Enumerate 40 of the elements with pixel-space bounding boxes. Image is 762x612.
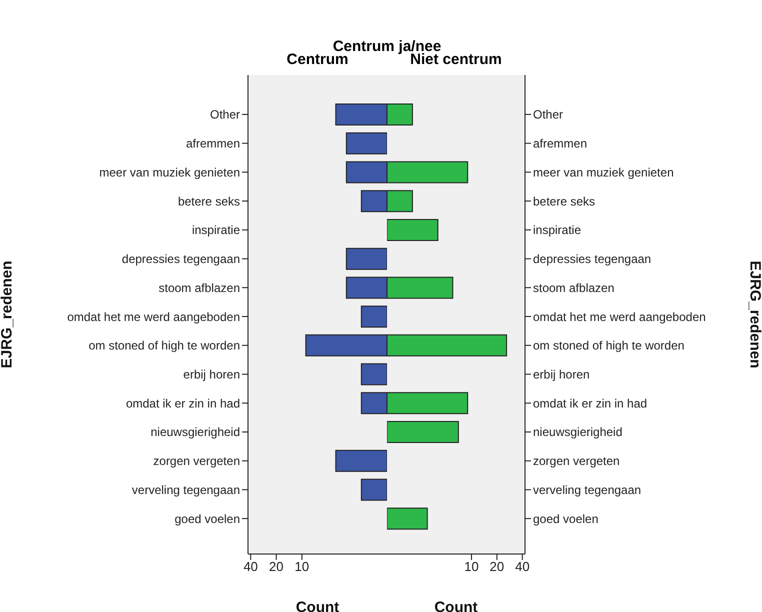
y-tick-label: erbij horen xyxy=(533,367,590,382)
y-tick-label: verveling tegengaan xyxy=(132,482,240,497)
y-tick-label: afremmen xyxy=(533,136,588,151)
y-tick-label: omdat ik er zin in had xyxy=(126,396,240,410)
y-tick-label: om stoned of high te worden xyxy=(533,338,684,353)
y-tick-label: zorgen vergeten xyxy=(153,454,240,468)
y-tick-label: betere seks xyxy=(533,194,596,208)
y-tick-label: om stoned of high te worden xyxy=(88,338,240,353)
y-tick-label: inspiratie xyxy=(533,223,582,238)
y-tick-label: omdat het me werd aangeboden xyxy=(533,310,706,324)
y-tick-label: stoom afblazen xyxy=(158,280,240,295)
y-tick-label: betere seks xyxy=(178,194,240,208)
y-tick-label: nieuwsgierigheid xyxy=(150,425,240,440)
y-tick-label: nieuwsgierigheid xyxy=(533,425,622,440)
x-tick-label: 10 xyxy=(464,559,479,574)
y-tick-label: verveling tegengaan xyxy=(533,482,642,497)
y-tick-label: Other xyxy=(533,108,564,122)
y-tick-label: inspiratie xyxy=(192,223,240,238)
x-axis-title: Count xyxy=(296,599,340,612)
x-axis-title: Count xyxy=(434,599,478,612)
x-tick-label: 20 xyxy=(490,559,504,574)
y-axis-title: EJRG_redenen xyxy=(0,260,16,368)
y-tick-label: meer van muziek genieten xyxy=(533,165,674,180)
y-tick-label: meer van muziek genieten xyxy=(99,165,240,180)
y-tick-label: goed voelen xyxy=(174,512,240,526)
y-tick-label: depressies tegengaan xyxy=(533,252,652,266)
y-tick-label: Other xyxy=(210,108,240,122)
y-tick-label: omdat het me werd aangeboden xyxy=(67,310,240,324)
y-tick-label: goed voelen xyxy=(533,512,598,526)
y-axis-title: EJRG_redenen xyxy=(746,260,762,368)
y-tick-label: depressies tegengaan xyxy=(122,252,240,266)
x-tick-label: 40 xyxy=(243,559,258,574)
y-tick-label: afremmen xyxy=(186,136,240,151)
x-tick-label: 20 xyxy=(269,559,284,574)
x-tick-label: 10 xyxy=(294,559,310,574)
y-tick-label: zorgen vergeten xyxy=(533,454,620,468)
x-tick-label: 40 xyxy=(515,559,530,574)
y-tick-label: omdat ik er zin in had xyxy=(533,396,648,410)
y-tick-label: erbij horen xyxy=(183,367,240,382)
y-tick-label: stoom afblazen xyxy=(533,280,614,295)
